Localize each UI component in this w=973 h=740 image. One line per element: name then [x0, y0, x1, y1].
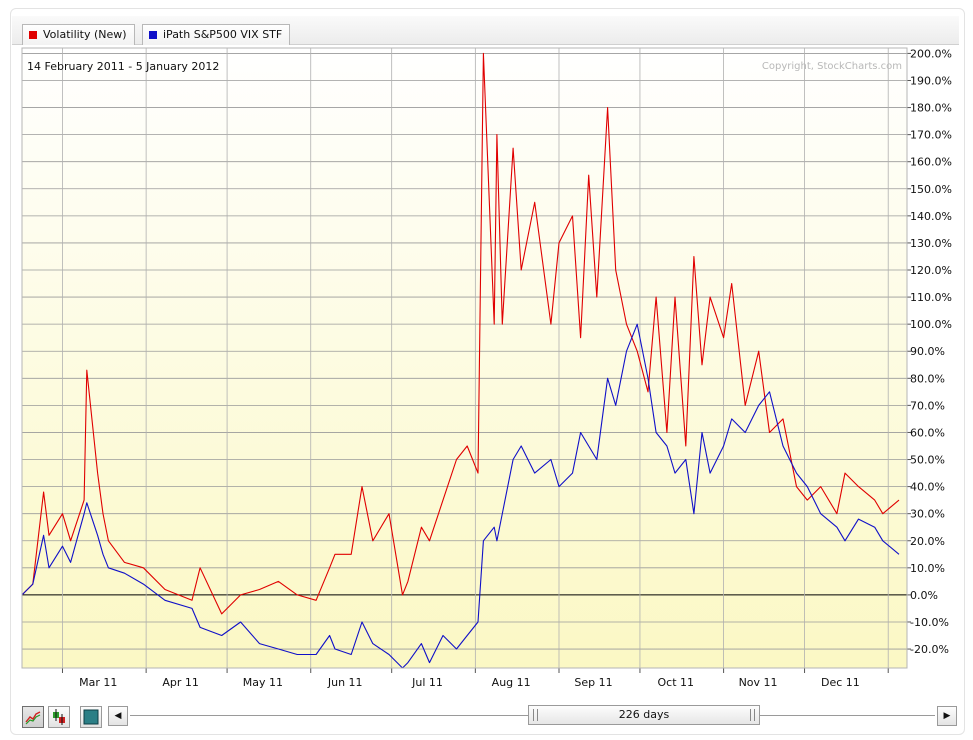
date-range-label: 14 February 2011 - 5 January 2012 [27, 60, 219, 73]
legend-item-vix[interactable]: iPath S&P500 VIX STF [142, 24, 291, 45]
x-tick-label: Nov 11 [739, 676, 778, 689]
line-chart: Mar 11 Apr 11 May 11 Jun 11 Jul 11 Aug 11 Sep … [21, 47, 952, 689]
legend-swatch-blue [149, 31, 157, 39]
range-slider-thumb[interactable]: 226 days [528, 705, 760, 725]
y-tick-label: 50.0% [910, 454, 945, 467]
scroll-right-arrow[interactable]: ▶ [937, 706, 957, 726]
y-tick-label: 170.0% [910, 129, 952, 142]
candlestick-icon[interactable] [48, 706, 70, 728]
series-line-0 [21, 52, 900, 615]
x-tick-label: Oct 11 [658, 676, 695, 689]
y-tick-label: 40.0% [910, 481, 945, 494]
legend-label: iPath S&P500 VIX STF [163, 28, 283, 41]
area-chart-icon[interactable] [80, 706, 102, 728]
range-days-label: 226 days [618, 708, 670, 721]
x-tick-label: May 11 [243, 676, 283, 689]
x-tick-label: Jun 11 [327, 676, 363, 689]
y-tick-label: -10.0% [910, 616, 949, 629]
scroll-left-arrow[interactable]: ◀ [108, 706, 128, 726]
y-tick-label: 80.0% [910, 372, 945, 385]
plot-border [21, 47, 908, 669]
y-tick-label: 90.0% [910, 345, 945, 358]
series-line-1 [21, 323, 900, 669]
line-chart-icon[interactable] [22, 706, 44, 728]
legend-label: Volatility (New) [43, 28, 127, 41]
y-tick-label: 150.0% [910, 183, 952, 196]
y-tick-label: 30.0% [910, 508, 945, 521]
x-tick-label: Aug 11 [492, 676, 531, 689]
y-tick-label: 140.0% [910, 210, 952, 223]
y-tick-label: 120.0% [910, 264, 952, 277]
y-tick-label: 200.0% [910, 47, 952, 60]
y-tick-label: 110.0% [910, 291, 952, 304]
chart-toolbar: ◀ 226 days ▶ [0, 700, 973, 732]
y-tick-label: 130.0% [910, 237, 952, 250]
y-tick-label: 0.0% [910, 589, 938, 602]
left-grip-handle[interactable] [533, 709, 538, 721]
legend-item-volatility[interactable]: Volatility (New) [22, 24, 135, 45]
x-tick-label: Sep 11 [574, 676, 612, 689]
copyright-label: Copyright, StockCharts.com [762, 61, 902, 72]
y-tick-label: 20.0% [910, 535, 945, 548]
y-tick-label: 160.0% [910, 156, 952, 169]
right-grip-handle[interactable] [750, 709, 755, 721]
plot-background [22, 48, 907, 668]
x-tick-label: Dec 11 [821, 676, 860, 689]
y-tick-label: 100.0% [910, 318, 952, 331]
y-tick-label: 60.0% [910, 426, 945, 439]
legend-bar: Volatility (New) iPath S&P500 VIX STF [12, 16, 959, 45]
legend-swatch-red [29, 31, 37, 39]
y-tick-label: 70.0% [910, 399, 945, 412]
x-tick-label: Jul 11 [411, 676, 443, 689]
y-tick-label: 10.0% [910, 562, 945, 575]
y-tick-label: 180.0% [910, 102, 952, 115]
y-tick-label: -20.0% [910, 643, 949, 656]
y-tick-label: 190.0% [910, 74, 952, 87]
x-tick-label: Mar 11 [79, 676, 117, 689]
x-tick-label: Apr 11 [162, 676, 199, 689]
